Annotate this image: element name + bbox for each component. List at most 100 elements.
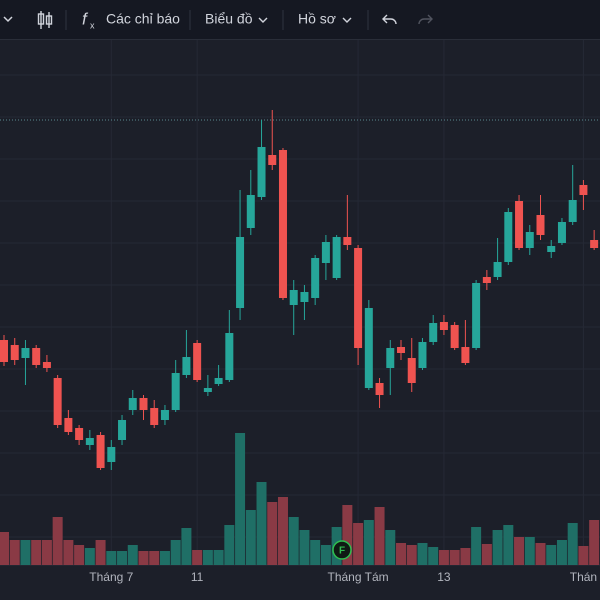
- volume-bar: [492, 530, 503, 565]
- candle-body: [214, 378, 223, 384]
- candle-body: [579, 185, 588, 195]
- candle-body: [590, 240, 599, 248]
- candle-body: [386, 348, 395, 368]
- volume-bar: [202, 550, 213, 565]
- candle-body: [515, 201, 524, 248]
- indicators-button[interactable]: Các chỉ báo: [106, 11, 180, 27]
- volume-bar: [31, 540, 42, 565]
- volume-bar: [535, 543, 546, 565]
- candle-body: [64, 418, 73, 432]
- volume-bar: [159, 551, 170, 565]
- plot: Tháng 7 11 Tháng Tám 13 Thán F: [0, 40, 600, 584]
- candle-body: [332, 237, 341, 278]
- candle-body: [364, 308, 373, 388]
- volume-bar: [460, 548, 471, 565]
- candle-body: [182, 357, 191, 375]
- candle-body: [225, 333, 234, 380]
- candle-body: [472, 283, 481, 348]
- fx-icon-sub[interactable]: x: [90, 20, 95, 30]
- redo-button[interactable]: [418, 14, 433, 25]
- volume-bar: [353, 523, 364, 565]
- volume-bar: [192, 550, 203, 565]
- candle-body: [321, 242, 330, 263]
- volume-bar: [245, 510, 256, 565]
- candle-body: [128, 398, 137, 410]
- candle-body: [300, 292, 309, 302]
- candle-body: [461, 347, 470, 363]
- candle-body: [85, 438, 94, 445]
- candle-body: [21, 348, 30, 358]
- volume-bar: [503, 525, 514, 565]
- candle-body: [407, 358, 416, 383]
- volume-bar: [224, 525, 235, 565]
- candle-body: [139, 398, 148, 410]
- volume-bar: [288, 517, 299, 565]
- volume-bar: [299, 530, 310, 565]
- candle-body: [53, 378, 62, 425]
- volume-bar: [481, 544, 492, 565]
- candle-body: [160, 410, 169, 420]
- candle-body: [171, 373, 180, 410]
- x-tick-label: Tháng Tám: [328, 570, 389, 584]
- undo-button[interactable]: [382, 14, 397, 25]
- candle-body: [482, 277, 491, 283]
- volume-bar: [428, 547, 439, 565]
- profile-button[interactable]: Hồ sơ: [298, 11, 336, 27]
- candle-body: [246, 195, 255, 228]
- volume-bar: [106, 551, 117, 565]
- candle-body: [96, 435, 105, 468]
- candle-body: [107, 447, 116, 462]
- x-tick-label: Thán: [570, 570, 597, 584]
- candle-body: [0, 340, 8, 362]
- volume-bar: [256, 482, 267, 565]
- volume-bar: [181, 528, 192, 565]
- volume-bar: [546, 545, 557, 565]
- chevron[interactable]: [342, 17, 352, 23]
- x-tick-label: Tháng 7: [89, 570, 133, 584]
- event-marker: [332, 540, 352, 560]
- candle-type-button[interactable]: [37, 11, 53, 29]
- volume-bar: [127, 545, 138, 565]
- volume-bar: [417, 543, 428, 565]
- candle-body: [525, 232, 534, 248]
- candle-body: [311, 258, 320, 298]
- candle-body: [568, 200, 577, 222]
- candle-body: [257, 147, 266, 197]
- candle-body: [343, 237, 352, 245]
- chevron[interactable]: [3, 16, 13, 23]
- volume-bar: [149, 551, 160, 565]
- candle-body: [193, 343, 202, 380]
- x-tick-label: 11: [191, 570, 204, 584]
- volume-bar: [589, 520, 600, 565]
- volume-bar: [471, 527, 482, 565]
- volume-bar: [396, 543, 407, 565]
- volume-bar: [20, 540, 31, 565]
- volume-bar: [514, 537, 525, 565]
- volume-bar: [95, 540, 106, 565]
- candle-body: [450, 325, 459, 348]
- fx-icon[interactable]: f: [82, 9, 89, 28]
- toolbar: f x Các chỉ báo Biểu đồ Hồ sơ: [0, 0, 600, 40]
- candle-body: [32, 348, 41, 365]
- volume-bar: [578, 546, 589, 565]
- volume-bar: [385, 530, 396, 565]
- candle-body: [439, 322, 448, 330]
- volume-bar: [449, 550, 460, 565]
- volume-bar: [235, 433, 246, 565]
- volume-bar: [320, 545, 331, 565]
- volume-bar: [84, 548, 95, 565]
- candle-body: [536, 215, 545, 235]
- candle-body: [268, 155, 277, 165]
- candle-body: [557, 222, 566, 243]
- candle-body: [375, 383, 384, 395]
- chart-button[interactable]: Biểu đồ: [205, 11, 253, 27]
- candle-body: [278, 150, 287, 298]
- volume-bar: [41, 540, 52, 565]
- volume-bar: [117, 551, 128, 565]
- volume-bar: [524, 537, 535, 565]
- volume-bar: [406, 545, 417, 565]
- volume-bar: [267, 502, 278, 565]
- chevron[interactable]: [258, 17, 268, 23]
